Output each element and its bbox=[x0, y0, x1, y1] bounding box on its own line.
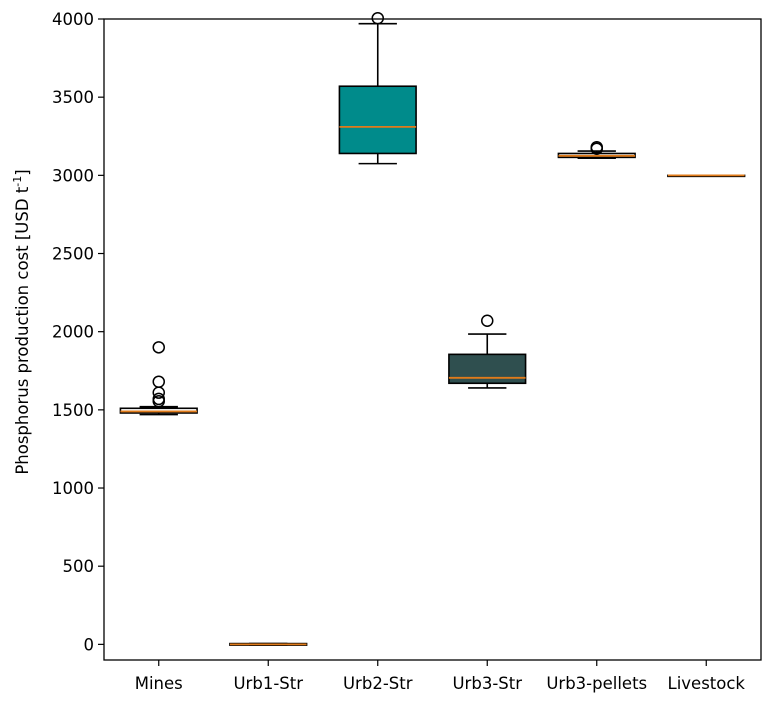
outlier-point bbox=[152, 386, 165, 399]
y-tick-label: 1000 bbox=[52, 479, 94, 498]
y-axis: 0 500 1000 1500 2000 2500 3000 3500 4000 bbox=[52, 10, 104, 654]
outlier-point bbox=[481, 314, 494, 327]
outlier-point bbox=[152, 341, 165, 354]
y-tick-label: 4000 bbox=[52, 10, 94, 29]
x-tick-label: Urb3-pellets bbox=[546, 674, 647, 693]
x-tick-label: Urb2-Str bbox=[343, 674, 413, 693]
outlier-point bbox=[152, 375, 165, 388]
y-tick-label: 500 bbox=[63, 557, 95, 576]
x-tick-label: Urb3-Str bbox=[452, 674, 522, 693]
boxes-layer bbox=[119, 22, 746, 646]
y-tick-label: 2000 bbox=[52, 323, 94, 342]
y-tick-label: 3500 bbox=[52, 88, 94, 107]
y-axis-label: Phosphorus production cost [USD t-1] bbox=[11, 169, 32, 474]
box-urb3-str bbox=[448, 333, 527, 389]
x-tick-label: Livestock bbox=[668, 674, 746, 693]
box-iqr bbox=[448, 353, 527, 385]
outlier-point bbox=[152, 395, 165, 408]
box-iqr bbox=[338, 85, 417, 155]
y-tick-label: 2500 bbox=[52, 245, 94, 264]
box-mines bbox=[119, 405, 198, 416]
outliers-layer bbox=[152, 11, 603, 408]
plot-frame bbox=[103, 18, 762, 661]
box-urb3-pellets bbox=[557, 150, 636, 159]
x-tick-label: Mines bbox=[135, 674, 183, 693]
box-urb2-str bbox=[338, 22, 417, 165]
y-tick-label: 0 bbox=[84, 635, 95, 654]
y-tick-label: 3000 bbox=[52, 166, 94, 185]
box-urb1-str bbox=[229, 642, 308, 646]
y-tick-label: 1500 bbox=[52, 401, 94, 420]
outlier-point bbox=[371, 11, 384, 25]
x-axis: Mines Urb1-Str Urb2-Str Urb3-Str Urb3-pellet… bbox=[135, 660, 746, 693]
x-tick-label: Urb1-Str bbox=[233, 674, 303, 693]
box-livestock bbox=[667, 174, 746, 178]
outlier-point bbox=[590, 142, 603, 156]
